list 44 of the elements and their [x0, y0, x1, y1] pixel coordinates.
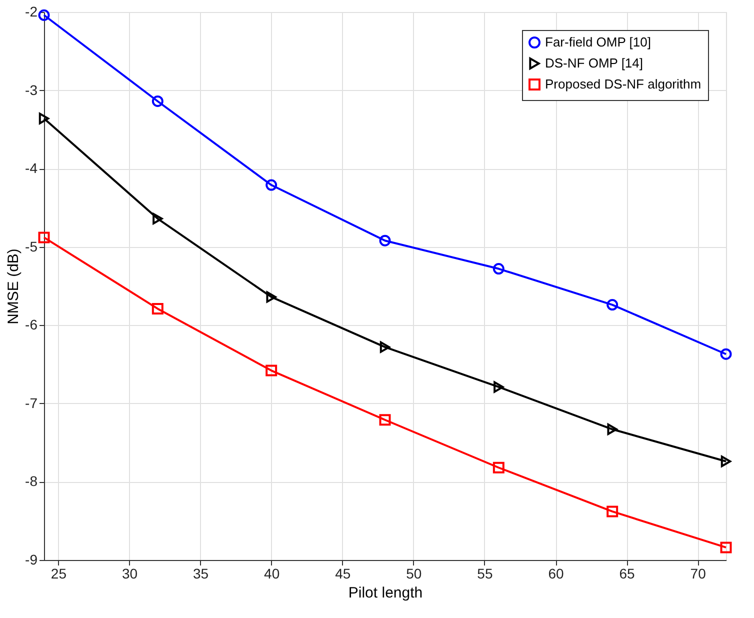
y-tick-label: -5	[25, 238, 38, 254]
point	[38, 9, 50, 21]
point	[379, 234, 391, 246]
x-tick-label: 30	[122, 566, 138, 582]
point	[266, 179, 278, 191]
legend-label: Far-field OMP [10]	[545, 34, 651, 50]
x-tick-label: 60	[548, 566, 564, 582]
y-tick-label: -4	[25, 160, 38, 176]
point	[606, 506, 618, 518]
point	[152, 96, 164, 107]
y-tick-label: -8	[25, 473, 38, 490]
y-tick-label: -9	[25, 552, 38, 568]
x-tick-label: 40	[264, 566, 280, 582]
x-tick-label: 25	[50, 566, 67, 582]
x-tick-label: 65	[619, 566, 636, 582]
point	[379, 414, 391, 426]
y-tick-label: -2	[25, 4, 38, 20]
point	[380, 341, 390, 353]
x-tick-label: 50	[406, 566, 422, 582]
point	[607, 424, 618, 436]
x-tick-label: 55	[477, 566, 493, 582]
point	[492, 263, 504, 275]
y-tick-label: -6	[25, 316, 38, 333]
point	[38, 112, 50, 124]
x-tick-label: 45	[335, 566, 351, 582]
x-axis-title: Pilot length	[348, 584, 423, 602]
point	[152, 212, 163, 224]
point	[720, 456, 732, 468]
y-axis-title: NMSE (dB)	[5, 248, 22, 324]
point	[606, 299, 618, 311]
point	[266, 364, 278, 376]
x-tick-label: 35	[193, 566, 209, 582]
point	[494, 381, 504, 393]
x-tick-label: 70	[690, 566, 706, 582]
legend-label: DS-NF OMP [14]	[545, 56, 644, 70]
point	[720, 348, 732, 360]
point	[38, 232, 50, 244]
y-tick-label: -3	[25, 82, 38, 98]
point	[266, 291, 276, 303]
point	[720, 542, 732, 554]
y-tick-label: -7	[25, 394, 38, 411]
legend-label: Proposed DS-NF algorithm	[545, 76, 702, 92]
point	[492, 462, 504, 474]
point	[152, 302, 164, 314]
